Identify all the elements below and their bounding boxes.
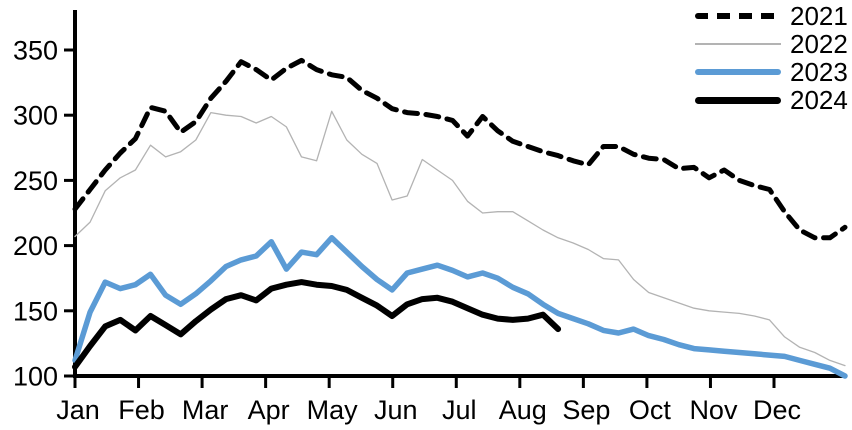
legend-label-2024: 2024 xyxy=(790,85,848,115)
x-tick-label: Aug xyxy=(499,395,547,425)
legend-item-2021: 2021 xyxy=(695,2,848,30)
legend: 2021 2022 2023 2024 xyxy=(695,2,848,114)
legend-line-2022-icon xyxy=(695,43,781,45)
x-tick-label: Dec xyxy=(753,395,801,425)
y-tick-label: 300 xyxy=(13,101,58,131)
legend-label-2022: 2022 xyxy=(790,29,848,59)
legend-label-2021: 2021 xyxy=(790,1,848,31)
legend-line-2024-icon xyxy=(695,96,781,104)
y-tick-label: 350 xyxy=(13,36,58,66)
x-tick-label: Nov xyxy=(689,395,738,425)
legend-item-2022: 2022 xyxy=(695,30,848,58)
legend-line-2021-icon xyxy=(695,13,781,19)
y-tick-label: 100 xyxy=(13,362,58,392)
series-line-2022 xyxy=(74,110,846,367)
x-tick-label: Mar xyxy=(182,395,229,425)
y-tick-label: 250 xyxy=(13,166,58,196)
series-line-2024 xyxy=(72,279,562,370)
x-tick-label: Apr xyxy=(248,395,290,425)
legend-item-2023: 2023 xyxy=(695,58,848,86)
legend-label-2023: 2023 xyxy=(790,57,848,87)
series-line-2021 xyxy=(72,57,848,241)
x-tick-label: Jan xyxy=(56,395,100,425)
y-tick-label: 200 xyxy=(13,231,58,261)
x-tick-label: May xyxy=(307,395,359,425)
legend-line-2023-icon xyxy=(695,68,781,76)
x-tick-label: Feb xyxy=(118,395,165,425)
x-tick-label: Jun xyxy=(374,395,418,425)
x-tick-label: Jul xyxy=(442,395,477,425)
legend-item-2024: 2024 xyxy=(695,86,848,114)
y-tick-label: 150 xyxy=(13,296,58,326)
x-tick-label: Sep xyxy=(562,395,610,425)
series-line-2023 xyxy=(72,235,848,379)
x-tick-label: Oct xyxy=(629,395,672,425)
